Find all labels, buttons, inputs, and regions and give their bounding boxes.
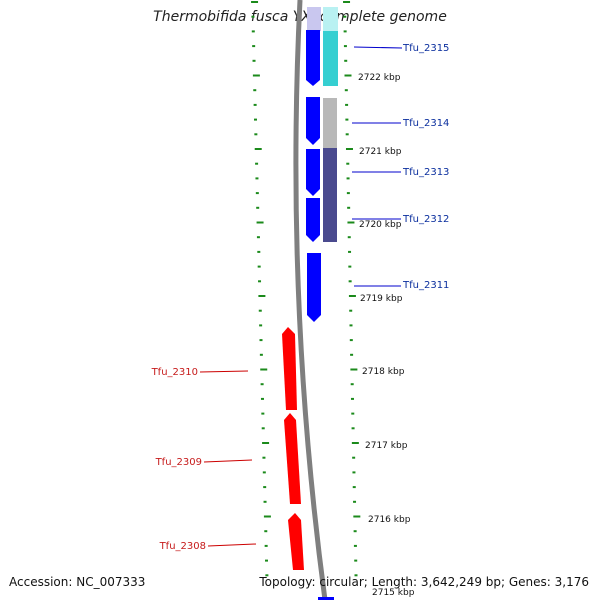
gene-tfu-2312[interactable] (306, 198, 320, 242)
gene-tfu-2314[interactable] (306, 97, 320, 145)
leader-line (207, 543, 257, 547)
gene-label[interactable]: Tfu_2309 (155, 457, 202, 468)
leader-line (203, 459, 253, 463)
gene-label[interactable]: Tfu_2311 (402, 280, 449, 291)
left-ticks (251, 1, 271, 577)
scale-label: 2722 kbp (358, 73, 401, 83)
feature-gray (323, 98, 337, 148)
gene-label[interactable]: Tfu_2308 (159, 541, 206, 552)
gene-tfu-2309[interactable] (284, 413, 301, 504)
scale-label: 2721 kbp (359, 147, 402, 157)
feature-cyan-highlight (323, 7, 338, 31)
accession-label: Accession: NC_007333 (9, 575, 146, 589)
scale-label: 2720 kbp (359, 220, 402, 230)
right-ticks (343, 1, 361, 577)
scale-label: 2717 kbp (365, 441, 408, 451)
feature-marker-top (307, 7, 321, 31)
gene-label[interactable]: Tfu_2310 (151, 367, 198, 378)
scale-label: 2715 kbp (372, 588, 415, 598)
genome-backbone (293, 0, 328, 600)
gene-tfu-2311[interactable] (307, 253, 321, 322)
scale-label: 2716 kbp (368, 515, 411, 525)
gene-tfu-2313[interactable] (306, 149, 320, 196)
gene-tfu-bottom (318, 597, 334, 600)
gene-tfu-2308[interactable] (288, 513, 304, 570)
scale-label: 2718 kbp (362, 367, 405, 377)
gene-label[interactable]: Tfu_2315 (402, 43, 449, 54)
gene-label[interactable]: Tfu_2314 (402, 118, 449, 129)
gene-label[interactable]: Tfu_2313 (402, 167, 449, 178)
gene-label[interactable]: Tfu_2312 (402, 214, 449, 225)
leader-line (353, 46, 403, 49)
scale-label: 2719 kbp (360, 294, 403, 304)
leader-line (199, 370, 249, 373)
genome-summary: Topology: circular; Length: 3,642,249 bp… (259, 575, 589, 589)
feature-navy (323, 148, 337, 242)
gene-tfu-2310[interactable] (282, 327, 297, 410)
gene-tfu-2315[interactable] (306, 30, 320, 86)
